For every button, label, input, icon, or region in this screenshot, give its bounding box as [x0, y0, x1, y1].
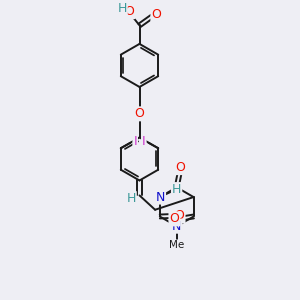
Text: I: I: [142, 135, 146, 148]
Text: O: O: [175, 209, 184, 222]
Text: N: N: [156, 190, 165, 204]
Text: O: O: [176, 161, 185, 174]
Text: O: O: [169, 212, 179, 225]
Text: Me: Me: [169, 240, 184, 250]
Text: I: I: [134, 135, 137, 148]
Text: N: N: [172, 220, 182, 233]
Text: H: H: [117, 2, 127, 15]
Text: H: H: [172, 183, 181, 196]
Text: O: O: [135, 107, 144, 120]
Text: H: H: [126, 192, 136, 205]
Text: O: O: [152, 8, 161, 21]
Text: O: O: [125, 5, 134, 18]
